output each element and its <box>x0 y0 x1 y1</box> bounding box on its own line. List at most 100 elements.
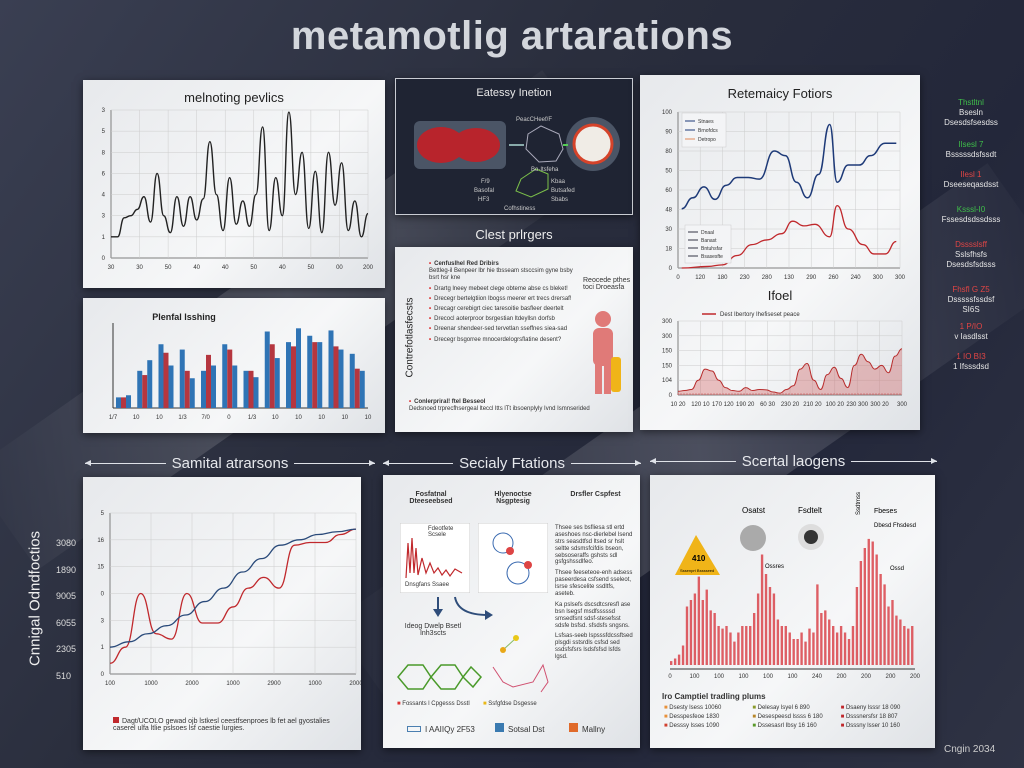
list-item: • Dreenar shendeer-sed tervetlan sseffnes… <box>429 326 568 333</box>
x-tick-label: 230 300 <box>846 402 868 408</box>
legend-swatch <box>113 717 119 723</box>
bar <box>253 377 259 408</box>
section-heading: Scertal laogens <box>650 453 937 470</box>
x-tick-label: 200 <box>885 674 896 680</box>
paragraph-column: Thsee ses bsfliesa stl ertd aseshoes nsc… <box>555 525 635 665</box>
bar <box>780 626 784 665</box>
x-tick-label: 1000 <box>226 681 240 687</box>
y-tick-label: 0 <box>102 256 106 262</box>
annotation: 1 P/IO v Iasdlsst <box>954 322 988 341</box>
diagram-label: PeacCHeef/F <box>516 117 552 123</box>
bar <box>776 619 780 665</box>
section-heading: Secialy Ftations <box>383 455 642 472</box>
diagram-title: Eatessy Inetion <box>476 87 552 99</box>
callout-label: Osatst <box>742 506 766 515</box>
y-tick-label: 60 <box>665 188 672 194</box>
diagram-label: Butsafed <box>551 188 575 194</box>
x-tick-label: 240 <box>851 275 862 281</box>
bar <box>899 619 902 665</box>
x-tick-label: 10 <box>318 415 325 421</box>
bar <box>784 626 787 665</box>
bar <box>296 328 301 408</box>
y-tick-label: 3 <box>101 618 105 624</box>
list-item: • Drecocl aoterproor bsrgestian ltdeyllsn… <box>429 316 555 323</box>
x-tick-label: 50 <box>250 265 257 271</box>
cell-lobe <box>417 127 465 163</box>
y-tick-label: 5 <box>101 511 105 517</box>
x-tick-label: 10 20 <box>670 402 686 408</box>
y-tick-label: 100 <box>662 110 673 116</box>
bar <box>227 349 233 408</box>
bar <box>772 593 776 665</box>
x-tick-label: 300 20 <box>870 402 889 408</box>
hexagon-structure <box>515 168 549 198</box>
legend-label: Bntuhsfar <box>701 246 723 252</box>
section-title: Secialy Ftations <box>459 455 565 472</box>
footer-item: Sotsal Dst <box>495 723 544 734</box>
annotation: Dsssslsff Sslsfhsfs Dsesdsfsdsss <box>946 240 996 269</box>
x-tick-label: 0 <box>227 415 231 421</box>
y-tick-label: 6 <box>102 171 106 177</box>
callout-label: Fsdtelt <box>798 506 823 515</box>
bar <box>359 370 365 408</box>
list-footer: • Conlerpriral! ftel Besseol Dedsnoed trpr… <box>409 399 590 413</box>
chart-label: Fdeotfete Scsele <box>428 526 454 538</box>
bar <box>673 658 677 665</box>
legend-item: ■ Dsssny lsser 10 160 <box>840 723 900 729</box>
series-line-red <box>109 528 357 664</box>
x-tick-label: 120 <box>695 275 706 281</box>
bar <box>764 574 768 665</box>
diagram: PeacCHeef/F Bo·Itsfeha F/9 Basofal HF3 K… <box>414 117 620 212</box>
bar <box>248 370 254 408</box>
bar <box>211 365 216 408</box>
bar <box>756 593 760 665</box>
x-tick-label: 1000 <box>144 681 158 687</box>
flow-arrows-icon <box>433 596 493 620</box>
series-line-red <box>681 204 897 269</box>
legend-box <box>684 224 732 264</box>
y-tick-label: 3 <box>102 214 106 220</box>
panel-line-chart: 0 1 3 0 15 16 5 100 1000 2000 1000 2900 1000 2000 Dag… <box>83 477 361 750</box>
bar <box>863 548 866 665</box>
app-icon <box>569 723 578 732</box>
bar <box>859 561 863 665</box>
sample-image <box>740 525 766 551</box>
panel-figures: Fosfatnal Dteeseebsed Hlyenoctse Nsgptes… <box>383 475 640 748</box>
list-item: • Cenfuslhel Red Dribirs Bettleg-il Benpee… <box>429 261 573 282</box>
y-tick-label: 90 <box>665 130 672 136</box>
x-tick-label: 2000 <box>349 681 361 687</box>
molecule-structures <box>397 663 549 693</box>
y-tick-label: 3 <box>102 108 106 114</box>
bar <box>184 370 190 408</box>
y-tick-label: 150 <box>662 349 673 355</box>
list-item: • Drecagr cerebigrt ciec taresoitie basfl… <box>429 305 564 312</box>
bar <box>768 587 772 665</box>
diagram-label: Basofal <box>474 188 494 194</box>
cell-lobe <box>452 128 500 162</box>
legend-item: ■ Dsaeny lsssr 18 090 <box>840 705 901 711</box>
x-tick-label: 2900 <box>267 681 281 687</box>
molecule-icon <box>500 635 519 653</box>
bar <box>855 587 859 665</box>
x-tick-label: 200 <box>363 265 374 271</box>
bar <box>867 538 870 665</box>
x-tick-label: 10 <box>272 415 279 421</box>
y-tick-label: 1 <box>101 645 105 651</box>
legend-item: ■ Dsssnersfsr 18 807 <box>840 714 898 720</box>
x-tick-label: 100 <box>787 674 798 680</box>
legend-label: Dest Ibertory Ihefiseset peace <box>720 312 800 318</box>
y-tick-label: 15 <box>97 565 104 571</box>
diagram-label: Cofhstiness <box>504 206 535 212</box>
x-tick-label: 170 120 <box>712 402 734 408</box>
bar <box>158 344 164 408</box>
x-tick-label: 230 <box>740 275 751 281</box>
hexagon-structure <box>525 125 564 163</box>
annotation: Thstltnl Bsesln Dsesdsfsesdss <box>944 98 998 127</box>
y-tick-label: 18 <box>665 247 672 253</box>
bar <box>338 349 344 408</box>
side-tick-label: 510 <box>56 670 72 681</box>
x-tick-label: 40 <box>222 265 229 271</box>
x-tick-label: 300 <box>895 275 906 281</box>
bar <box>693 593 697 665</box>
x-tick-label: 7/0 <box>202 415 211 421</box>
